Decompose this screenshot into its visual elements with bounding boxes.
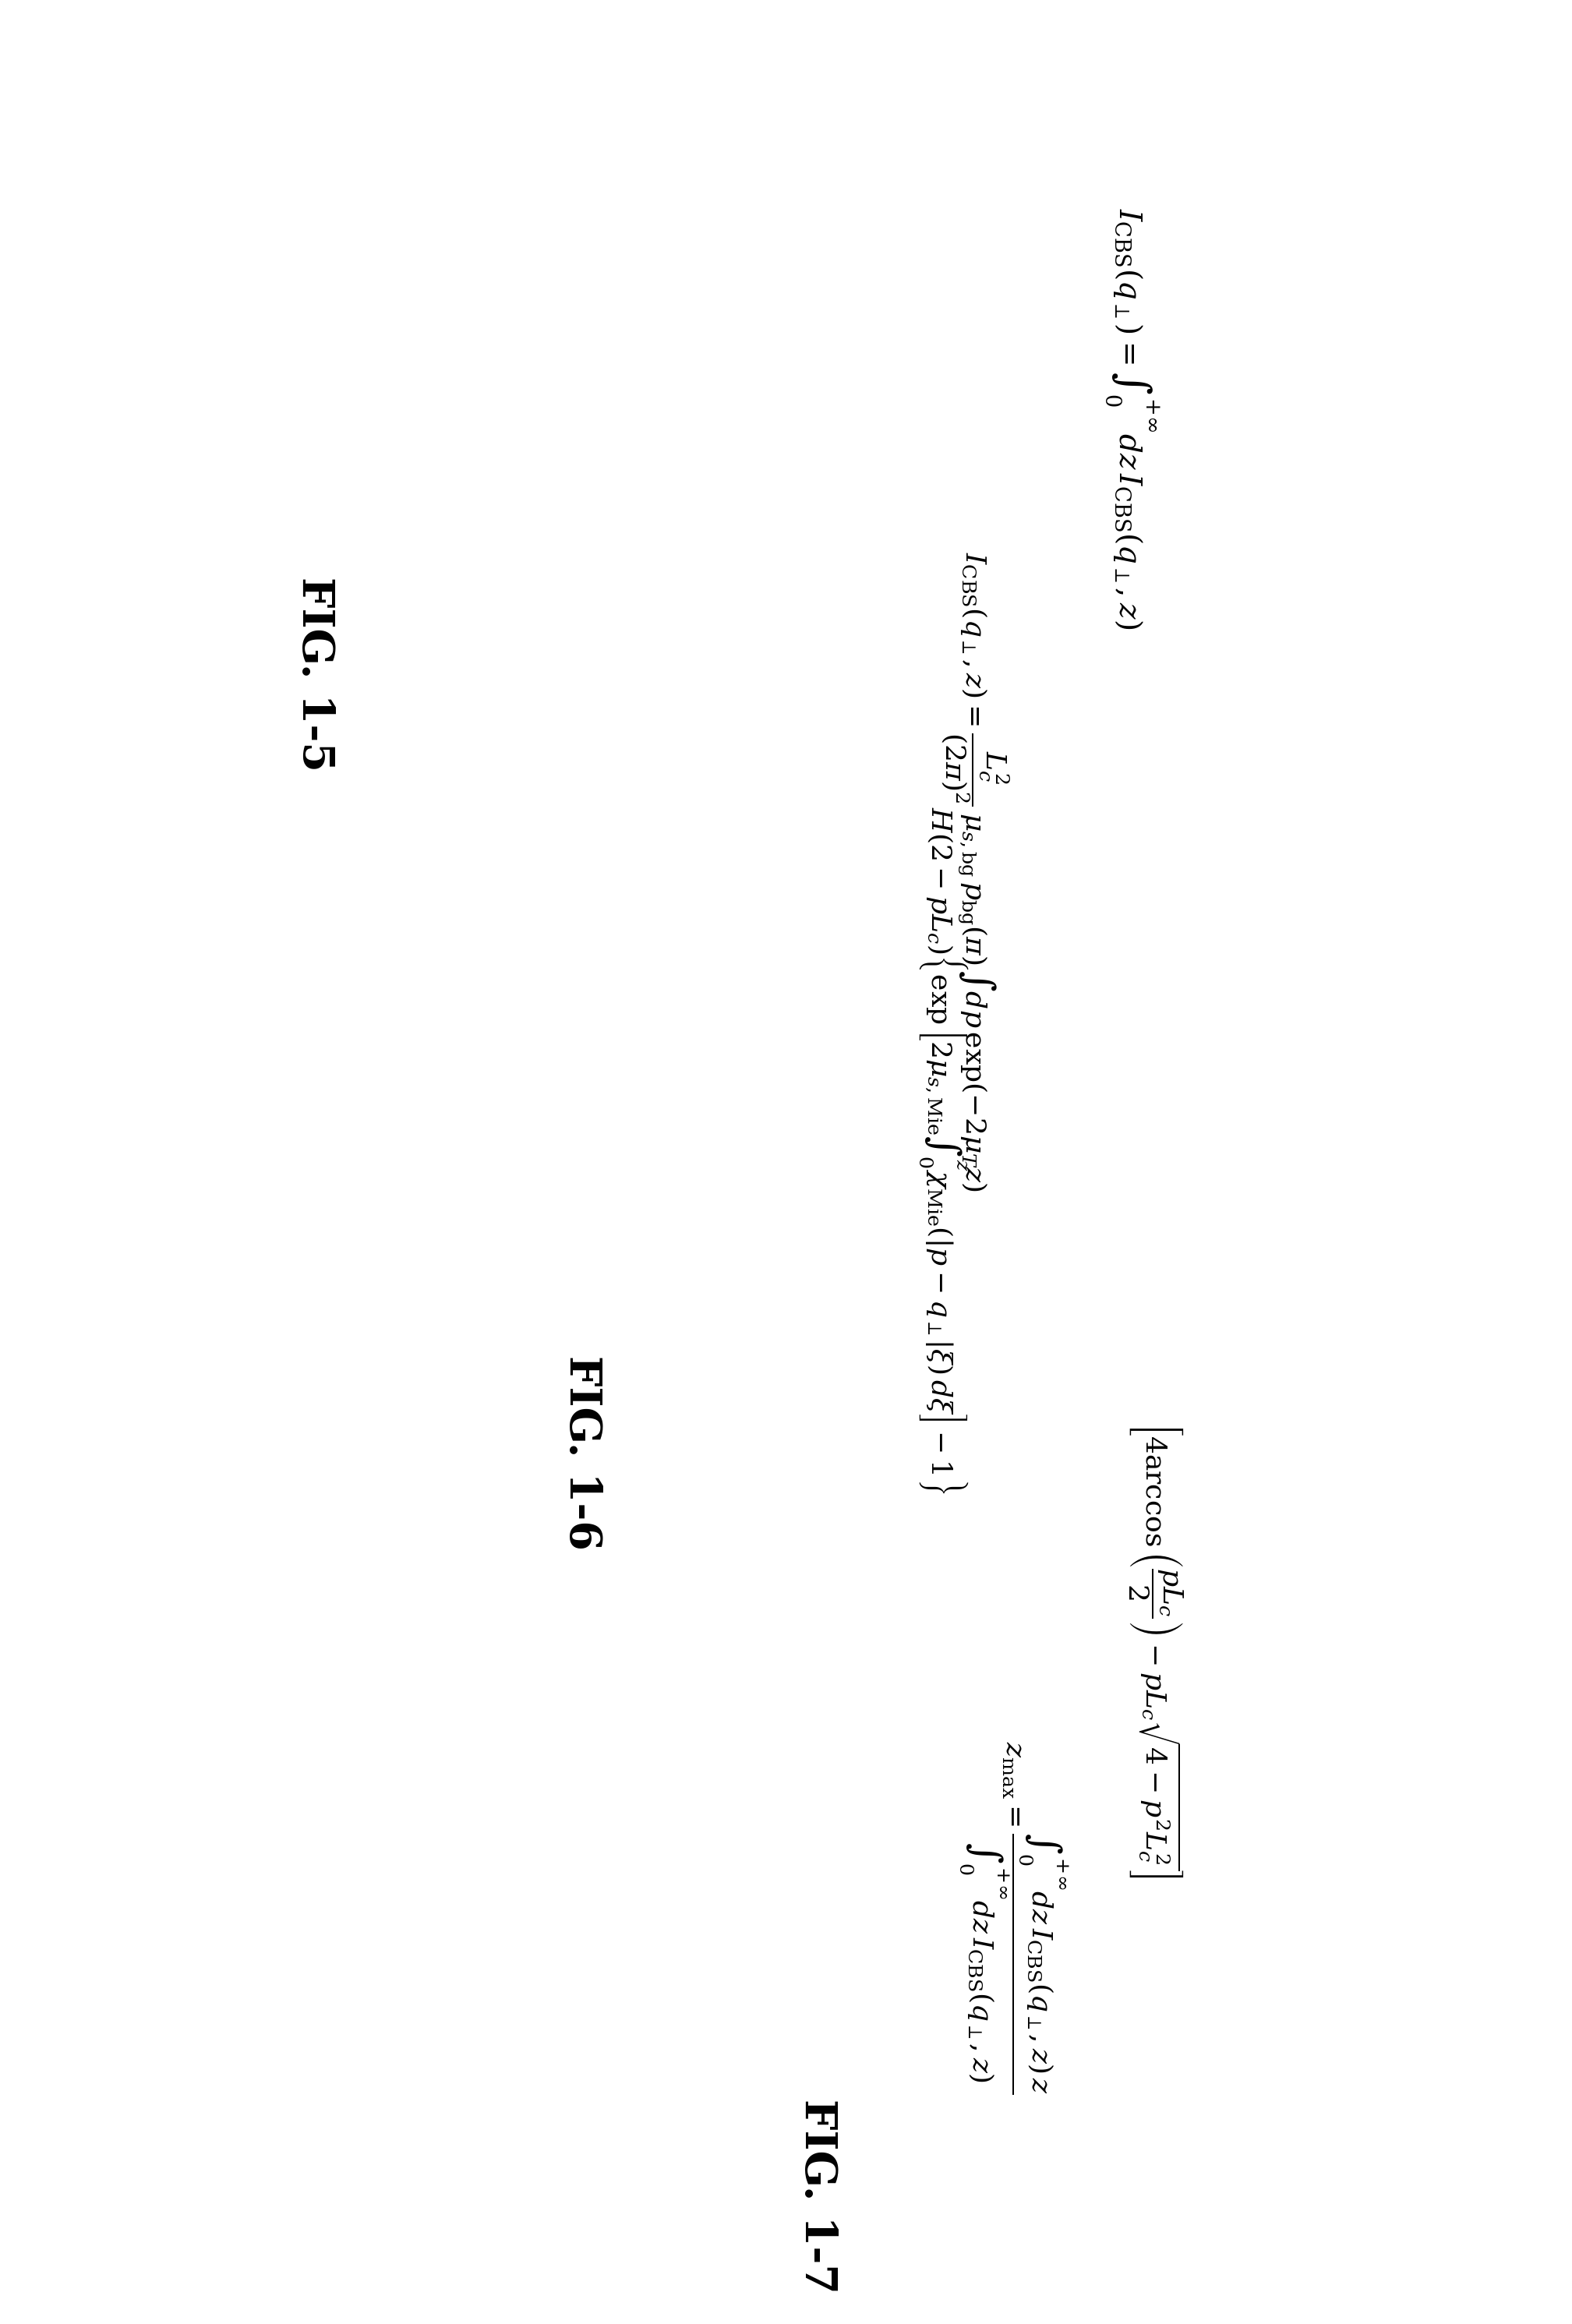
Text: $\left[4\arccos\left(\dfrac{pL_c}{2}\right) - pL_c\sqrt{4-p^2L_c^2}\right]$: $\left[4\arccos\left(\dfrac{pL_c}{2}\rig… — [1127, 1422, 1184, 1878]
Text: $I_{\mathrm{CBS}}(q_\perp, z) = \dfrac{L_c^2}{(2\pi)^2}\,\mu_{s,\mathrm{bg}}\,p_: $I_{\mathrm{CBS}}(q_\perp, z) = \dfrac{L… — [938, 551, 1011, 1192]
Text: FIG. 1-5: FIG. 1-5 — [292, 576, 336, 772]
Text: $I_{\mathrm{CBS}}(q_\perp) = \int_0^{+\infty} dz\, I_{\mathrm{CBS}}(q_\perp, z)$: $I_{\mathrm{CBS}}(q_\perp) = \int_0^{+\i… — [1104, 207, 1160, 630]
Text: $H(2-pL_c)\left\{\exp\left[2\mu_{s,\mathrm{Mie}}\int_0^{z} \chi_{\mathrm{Mie}}(|: $H(2-pL_c)\left\{\exp\left[2\mu_{s,\math… — [916, 806, 970, 1494]
Text: FIG. 1-6: FIG. 1-6 — [560, 1355, 604, 1550]
Text: $z_{\mathrm{max}} = \dfrac{\int_0^{+\infty} dz\, I_{\mathrm{CBS}}(q_\perp, z)\, : $z_{\mathrm{max}} = \dfrac{\int_0^{+\inf… — [957, 1741, 1071, 2094]
Text: FIG. 1-7: FIG. 1-7 — [795, 2099, 839, 2294]
